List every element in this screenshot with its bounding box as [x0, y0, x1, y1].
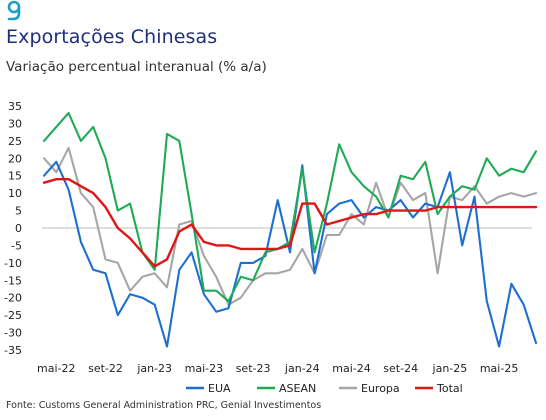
source-note: Fonte: Customs General Administration PR… — [6, 400, 322, 411]
series-lines — [42, 111, 538, 348]
x-tick-label: jan-23 — [136, 362, 172, 375]
x-tick-label: jan-24 — [284, 362, 320, 375]
chart-subtitle: Variação percentual interanual (% a/a) — [6, 59, 267, 75]
y-tick-label: 35 — [8, 100, 22, 113]
chart-title: Exportações Chinesas — [6, 26, 218, 48]
legend-label-asean: ASEAN — [279, 382, 316, 395]
x-tick-label: set-24 — [383, 362, 418, 375]
x-tick-label: set-23 — [236, 362, 271, 375]
y-tick-label: -25 — [4, 309, 22, 322]
y-tick-label: 25 — [8, 135, 22, 148]
y-axis: 35 30 25 20 15 10 5 0 -5 -10 -15 -20 -25 -30 -35 — [4, 100, 22, 357]
y-tick-label: -35 — [4, 344, 22, 357]
x-tick-label: jan-25 — [432, 362, 468, 375]
x-tick-label: mai-23 — [185, 362, 223, 375]
y-tick-label: 15 — [8, 170, 22, 183]
series-line-total — [42, 177, 538, 268]
y-tick-label: 30 — [8, 117, 22, 130]
x-axis: mai-22 set-22 jan-23 mai-23 set-23 jan-24 mai-… — [37, 227, 532, 375]
y-tick-label: -15 — [4, 274, 22, 287]
legend-label-eua: EUA — [208, 382, 231, 395]
legend-label-europa: Europa — [361, 382, 400, 395]
y-tick-label: -30 — [4, 327, 22, 340]
y-tick-label: -5 — [11, 239, 22, 252]
line-chart: 35 30 25 20 15 10 5 0 -5 -10 -15 -20 -25 -30 -35 mai-2… — [4, 100, 538, 395]
y-tick-label: 0 — [15, 222, 22, 235]
legend: EUA ASEAN Europa Total — [186, 382, 463, 395]
y-tick-label: 10 — [8, 187, 22, 200]
genial-g-logo-icon — [7, 0, 21, 21]
series-line-eua — [42, 160, 538, 348]
x-tick-label: mai-24 — [332, 362, 370, 375]
y-tick-label: -10 — [4, 257, 22, 270]
y-tick-label: -20 — [4, 292, 22, 305]
x-tick-label: mai-25 — [480, 362, 518, 375]
legend-label-total: Total — [436, 382, 463, 395]
y-tick-label: 5 — [15, 205, 22, 218]
y-tick-label: 20 — [8, 152, 22, 165]
x-tick-label: mai-22 — [37, 362, 75, 375]
x-tick-label: set-22 — [88, 362, 123, 375]
